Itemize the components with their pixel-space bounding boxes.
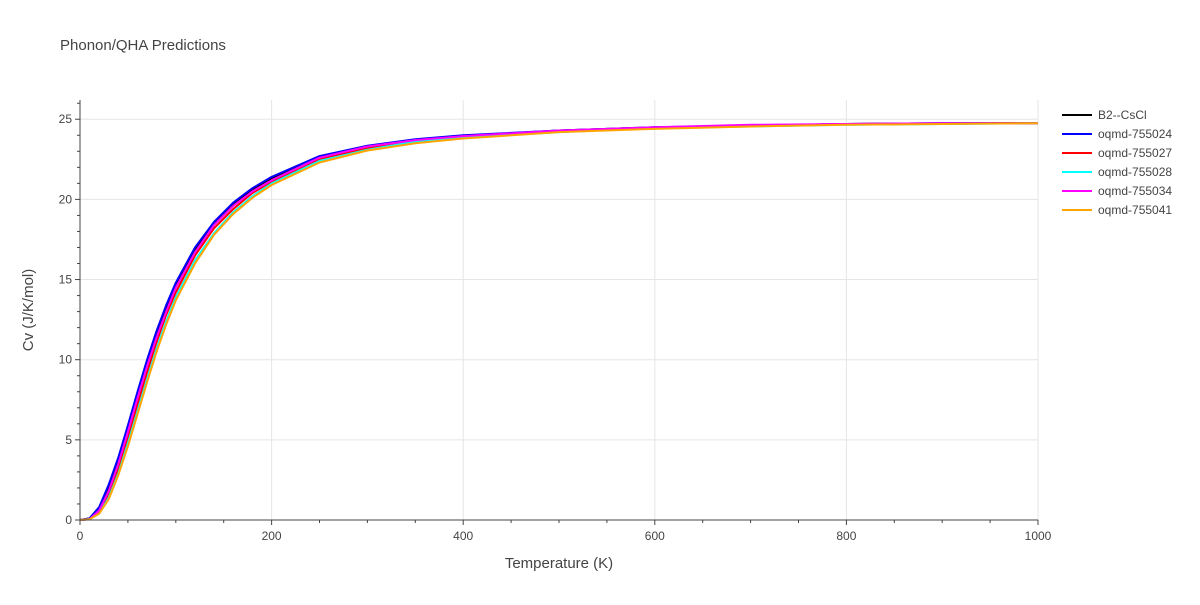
x-tick-label: 200 bbox=[262, 529, 282, 543]
legend-label: oqmd-755027 bbox=[1098, 146, 1172, 160]
x-tick-label: 800 bbox=[836, 529, 856, 543]
series-line-b2-cscl bbox=[79, 122, 1038, 521]
legend-label: oqmd-755024 bbox=[1098, 127, 1172, 141]
legend-item[interactable]: oqmd-755034 bbox=[1062, 184, 1172, 198]
legend-item[interactable]: oqmd-755041 bbox=[1062, 203, 1172, 217]
legend-item[interactable]: oqmd-755028 bbox=[1062, 165, 1172, 179]
series-layer bbox=[79, 122, 1039, 521]
axes: 0 200 400 600 800 1000 0 5 10 15 20 25 bbox=[59, 100, 1052, 543]
x-tick-label: 0 bbox=[77, 529, 84, 543]
y-tick-label: 10 bbox=[59, 353, 73, 367]
x-axis-title: Temperature (K) bbox=[505, 555, 613, 572]
legend-label: oqmd-755034 bbox=[1098, 184, 1172, 198]
legend-item[interactable]: oqmd-755024 bbox=[1062, 127, 1172, 141]
y-tick-label: 15 bbox=[59, 273, 73, 287]
legend: B2--CsCl oqmd-755024 oqmd-755027 oqmd-75502… bbox=[1062, 108, 1172, 217]
series-line-oqmd-755034 bbox=[79, 122, 1038, 521]
series-line-oqmd-755041 bbox=[79, 122, 1039, 521]
series-line-oqmd-755028 bbox=[79, 122, 1039, 521]
y-tick-label: 20 bbox=[59, 192, 73, 206]
grid bbox=[80, 100, 1039, 520]
series-line-oqmd-755027 bbox=[79, 122, 1039, 521]
legend-label: oqmd-755028 bbox=[1098, 165, 1172, 179]
x-tick-label: 1000 bbox=[1025, 529, 1052, 543]
legend-item[interactable]: B2--CsCl bbox=[1062, 108, 1147, 122]
legend-label: oqmd-755041 bbox=[1098, 203, 1172, 217]
series-line-oqmd-755024 bbox=[79, 122, 1038, 521]
y-tick-label: 0 bbox=[65, 513, 72, 527]
y-axis-title: Cv (J/K/mol) bbox=[20, 269, 37, 352]
y-tick-label: 5 bbox=[65, 433, 72, 447]
chart-title: Phonon/QHA Predictions bbox=[60, 37, 226, 54]
y-tick-label: 25 bbox=[59, 112, 73, 126]
x-tick-label: 400 bbox=[453, 529, 473, 543]
legend-label: B2--CsCl bbox=[1098, 108, 1147, 122]
legend-item[interactable]: oqmd-755027 bbox=[1062, 146, 1172, 160]
x-tick-label: 600 bbox=[645, 529, 665, 543]
